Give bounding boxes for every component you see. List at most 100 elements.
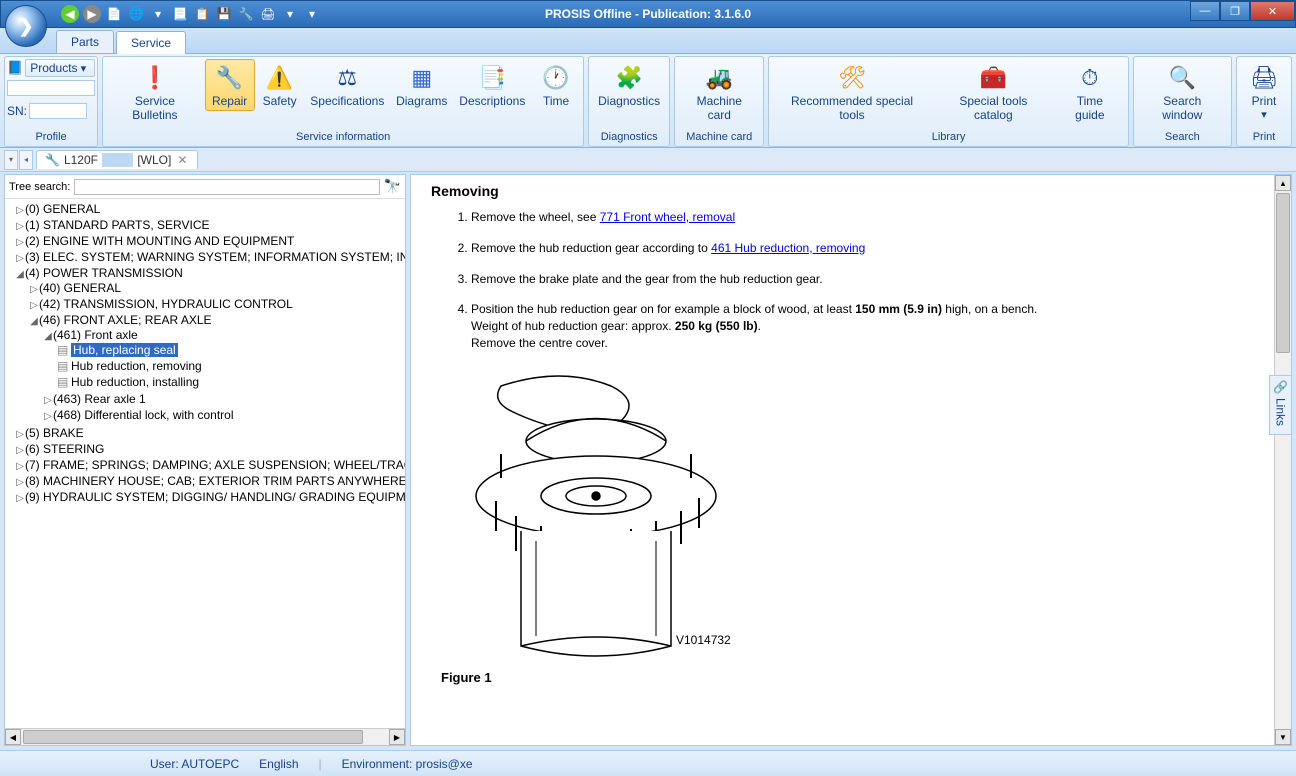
tree-node[interactable]: (4) POWER TRANSMISSION: [25, 266, 183, 280]
nav-back-icon[interactable]: ◀: [61, 5, 79, 23]
tree-expander[interactable]: ▷: [15, 237, 25, 248]
figure-caption: Figure 1: [441, 670, 1254, 685]
tree-node[interactable]: (46) FRONT AXLE; REAR AXLE: [39, 313, 212, 327]
tree-node[interactable]: (468) Differential lock, with control: [53, 408, 234, 422]
qa-overflow-icon[interactable]: ▾: [303, 5, 321, 23]
close-button[interactable]: ✕: [1250, 1, 1295, 21]
links-side-tab[interactable]: 🔗 Links: [1269, 375, 1291, 435]
qa-tool-icon[interactable]: 🔧: [237, 5, 255, 23]
qa-page-icon[interactable]: 📃: [171, 5, 189, 23]
sn-input[interactable]: [29, 103, 87, 119]
repair-button[interactable]: 🔧Repair: [205, 59, 255, 111]
products-dropdown[interactable]: Products ▾: [25, 59, 95, 77]
diagrams-button[interactable]: ▦Diagrams: [390, 59, 454, 111]
tree-expander[interactable]: ◢: [29, 316, 39, 327]
machine-card-button[interactable]: 🚜Machine card: [677, 59, 761, 125]
tree-node[interactable]: (461) Front axle: [53, 328, 138, 342]
tree-node[interactable]: (2) ENGINE WITH MOUNTING AND EQUIPMENT: [25, 234, 294, 248]
tree-expander[interactable]: ▷: [15, 445, 25, 456]
tree-node[interactable]: (0) GENERAL: [25, 202, 100, 216]
tree-node[interactable]: (5) BRAKE: [25, 426, 84, 440]
time-button[interactable]: 🕐Time: [531, 59, 581, 111]
tree-expander[interactable]: ◢: [15, 269, 25, 280]
specifications-button[interactable]: ⚖Specifications: [305, 59, 390, 111]
navigation-tree[interactable]: ▷(0) GENERAL ▷(1) STANDARD PARTS, SERVIC…: [5, 199, 405, 728]
scroll-up-icon[interactable]: ▲: [1275, 175, 1291, 191]
tree-expander[interactable]: ▷: [29, 300, 39, 311]
nav-fwd-icon[interactable]: ▶: [83, 5, 101, 23]
tree-node[interactable]: (6) STEERING: [25, 442, 104, 456]
link-front-wheel[interactable]: 771 Front wheel, removal: [600, 210, 735, 224]
products-icon: 📘: [7, 60, 23, 76]
tree-h-scrollbar[interactable]: ◀ ▶: [5, 728, 405, 745]
tree-node[interactable]: (42) TRANSMISSION, HYDRAULIC CONTROL: [39, 297, 293, 311]
maximize-button[interactable]: ❐: [1220, 1, 1250, 21]
diagnostics-button[interactable]: 🧩Diagnostics: [591, 59, 667, 111]
tree-expander[interactable]: ▷: [15, 461, 25, 472]
step-4: Position the hub reduction gear on for e…: [471, 301, 1254, 351]
tree-node[interactable]: (7) FRAME; SPRINGS; DAMPING; AXLE SUSPEN…: [25, 458, 405, 472]
qa-globe-icon[interactable]: 🌐: [127, 5, 145, 23]
search-group-label: Search: [1136, 130, 1229, 144]
tree-node[interactable]: (8) MACHINERY HOUSE; CAB; EXTERIOR TRIM …: [25, 474, 405, 488]
recommended-tools-button[interactable]: 🛠Recommended special tools: [771, 59, 932, 125]
doc-tab-close-icon[interactable]: ✕: [175, 153, 189, 167]
tree-node[interactable]: (3) ELEC. SYSTEM; WARNING SYSTEM; INFORM…: [25, 250, 405, 264]
tree-leaf-selected[interactable]: Hub, replacing seal: [71, 343, 178, 357]
tree-node[interactable]: (1) STANDARD PARTS, SERVICE: [25, 218, 209, 232]
doc-tab-blank: [102, 153, 133, 167]
descriptions-button[interactable]: 📑Descriptions: [453, 59, 531, 111]
scroll-left-icon[interactable]: ◀: [5, 729, 21, 745]
tree-node[interactable]: (9) HYDRAULIC SYSTEM; DIGGING/ HANDLING/…: [25, 490, 405, 504]
clock-icon: 🕐: [540, 62, 572, 94]
doc-tab-nav[interactable]: ▾◂: [4, 150, 36, 170]
document-tab[interactable]: 🔧 L120F [WLO] ✕: [36, 150, 198, 169]
scroll-down-icon[interactable]: ▼: [1275, 729, 1291, 745]
scroll-thumb[interactable]: [1276, 193, 1290, 353]
qa-drop2-icon[interactable]: ▾: [281, 5, 299, 23]
tree-expander[interactable]: ▷: [15, 205, 25, 216]
search-window-button[interactable]: 🔍Search window: [1136, 59, 1229, 125]
profile-input-1[interactable]: [7, 80, 95, 96]
qa-drop1-icon[interactable]: ▾: [149, 5, 167, 23]
tree-expander[interactable]: ▷: [43, 395, 53, 406]
tree-expander[interactable]: ▷: [15, 493, 25, 504]
time-guide-button[interactable]: ⏱Time guide: [1054, 59, 1126, 125]
tree-expander[interactable]: ▷: [15, 253, 25, 264]
tree-expander[interactable]: ▷: [15, 429, 25, 440]
tree-search-input[interactable]: [74, 179, 379, 195]
tree-expander[interactable]: ▷: [29, 284, 39, 295]
diagram-icon: ▦: [406, 62, 438, 94]
diagnostics-group: 🧩Diagnostics Diagnostics: [588, 56, 670, 147]
tree-leaf[interactable]: Hub reduction, installing: [71, 375, 199, 389]
tree-expander[interactable]: ▷: [15, 477, 25, 488]
tree-node[interactable]: (40) GENERAL: [39, 281, 121, 295]
tree-leaf[interactable]: Hub reduction, removing: [71, 359, 202, 373]
links-label: Links: [1274, 398, 1288, 426]
library-group-label: Library: [771, 130, 1125, 144]
qa-save-icon[interactable]: 💾: [215, 5, 233, 23]
binoculars-icon[interactable]: 🔭: [384, 178, 401, 195]
article-heading: Removing: [431, 183, 1254, 199]
safety-button[interactable]: ⚠️Safety: [255, 59, 305, 111]
tree-expander[interactable]: ◢: [43, 331, 53, 342]
content-v-scrollbar[interactable]: ▲ ▼: [1274, 175, 1291, 745]
tree-expander[interactable]: ▷: [43, 411, 53, 422]
step-3: Remove the brake plate and the gear from…: [471, 271, 1254, 288]
tree-expander[interactable]: ▷: [15, 221, 25, 232]
print-button[interactable]: 🖨Print ▾: [1239, 59, 1289, 124]
scroll-right-icon[interactable]: ▶: [389, 729, 405, 745]
service-bulletins-button[interactable]: ❗Service Bulletins: [105, 59, 205, 125]
qa-print-icon[interactable]: 🖨: [259, 5, 277, 23]
tab-parts[interactable]: Parts: [56, 30, 114, 53]
link-hub-reduction[interactable]: 461 Hub reduction, removing: [711, 241, 865, 255]
app-logo-icon[interactable]: ❯: [5, 5, 47, 47]
minimize-button[interactable]: —: [1190, 1, 1220, 21]
tree-node[interactable]: (463) Rear axle 1: [53, 392, 146, 406]
scroll-thumb[interactable]: [23, 730, 363, 744]
tab-service[interactable]: Service: [116, 31, 186, 54]
qa-page2-icon[interactable]: 📋: [193, 5, 211, 23]
qa-doc-icon[interactable]: 📄: [105, 5, 123, 23]
tools-catalog-button[interactable]: 🧰Special tools catalog: [933, 59, 1054, 125]
diagnostics-group-label: Diagnostics: [591, 130, 667, 144]
